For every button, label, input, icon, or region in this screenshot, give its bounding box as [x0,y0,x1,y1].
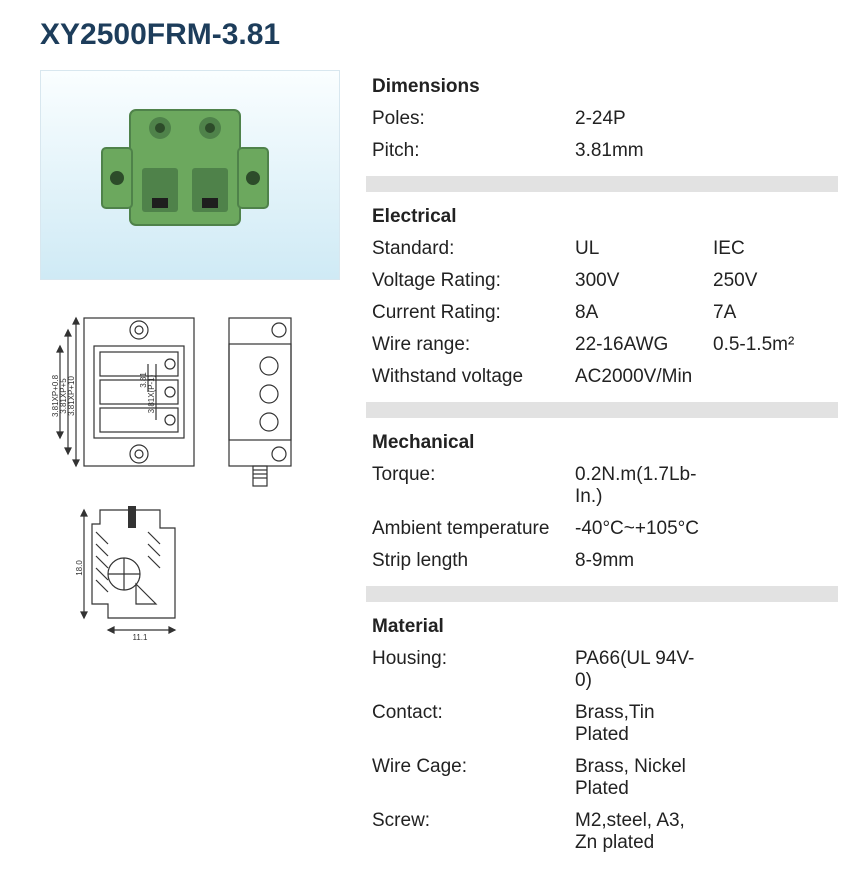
spec-label: Voltage Rating: [366,266,567,296]
technical-drawings: 3.81XP+10 3.81XP+5 3.81XP+0.8 3.81 3.81X… [40,300,340,660]
spec-value-2: 0.5-1.5m² [707,330,838,360]
spec-label: Housing: [366,644,567,696]
spec-table: DimensionsPoles:2-24PPitch:3.81mm Electri… [364,70,840,860]
spec-value-1: 22-16AWG [569,330,705,360]
spec-value-1: 0.2N.m(1.7Lb-In.) [569,460,705,512]
spec-value-2 [707,806,838,858]
spec-row: Wire Cage:Brass, Nickel Plated [366,752,838,804]
spec-value-2 [707,644,838,696]
spec-value-2: 250V [707,266,838,296]
spec-value-1: 3.81mm [569,136,705,166]
content-area: 3.81XP+10 3.81XP+5 3.81XP+0.8 3.81 3.81X… [40,70,840,860]
svg-text:3.81XP+5: 3.81XP+5 [59,378,68,414]
svg-text:3.81XP+0.8: 3.81XP+0.8 [51,374,60,417]
spec-value-1: -40°C~+105°C [569,514,705,544]
spec-value-1: M2,steel, A3, Zn plated [569,806,705,858]
spec-value-1: UL [569,234,705,264]
spec-value-2 [707,546,838,576]
spec-value-2 [707,136,838,166]
spec-label: Standard: [366,234,567,264]
spec-value-2 [707,514,838,544]
spec-row: Ambient temperature-40°C~+105°C [366,514,838,544]
spec-label: Ambient temperature [366,514,567,544]
left-column: 3.81XP+10 3.81XP+5 3.81XP+0.8 3.81 3.81X… [40,70,340,860]
spec-value-2 [707,698,838,750]
spec-value-1: Brass, Nickel Plated [569,752,705,804]
spec-row: Torque:0.2N.m(1.7Lb-In.) [366,460,838,512]
spec-value-2 [707,362,838,392]
section-heading: Electrical [366,202,838,232]
spec-row: Contact:Brass,Tin Plated [366,698,838,750]
svg-text:3.81XP+10: 3.81XP+10 [67,376,76,416]
spec-label: Strip length [366,546,567,576]
section-divider [366,578,838,610]
svg-text:3.81X(P-1): 3.81X(P-1) [147,374,156,413]
spec-row: Poles:2-24P [366,104,838,134]
section-heading-text: Dimensions [366,72,838,102]
spec-row: Screw:M2,steel, A3, Zn plated [366,806,838,858]
spec-row: Pitch:3.81mm [366,136,838,166]
spec-value-1: Brass,Tin Plated [569,698,705,750]
spec-value-2 [707,752,838,804]
product-photo [40,70,340,280]
spec-row: Standard:ULIEC [366,234,838,264]
section-heading: Mechanical [366,428,838,458]
section-divider [366,394,838,426]
section-divider [366,168,838,200]
section-heading-text: Material [366,612,838,642]
spec-label: Pitch: [366,136,567,166]
spec-value-1: 300V [569,266,705,296]
spec-value-1: AC2000V/Min [569,362,705,392]
section-heading-text: Mechanical [366,428,838,458]
spec-value-1: PA66(UL 94V-0) [569,644,705,696]
spec-label: Contact: [366,698,567,750]
section-heading: Dimensions [366,72,838,102]
spec-value-2 [707,460,838,512]
spec-label: Withstand voltage [366,362,567,392]
spec-label: Wire Cage: [366,752,567,804]
spec-label: Wire range: [366,330,567,360]
spec-row: Strip length8-9mm [366,546,838,576]
spec-row: Wire range:22-16AWG0.5-1.5m² [366,330,838,360]
spec-row: Housing:PA66(UL 94V-0) [366,644,838,696]
spec-value-2: 7A [707,298,838,328]
section-heading: Material [366,612,838,642]
spec-row: Current Rating:8A7A [366,298,838,328]
spec-value-1: 8A [569,298,705,328]
spec-value-2 [707,104,838,134]
spec-label: Poles: [366,104,567,134]
spec-label: Torque: [366,460,567,512]
spec-value-1: 2-24P [569,104,705,134]
svg-text:11.1: 11.1 [133,633,149,642]
spec-column: DimensionsPoles:2-24PPitch:3.81mm Electri… [364,70,840,860]
spec-value-2: IEC [707,234,838,264]
spec-row: Voltage Rating:300V250V [366,266,838,296]
spec-row: Withstand voltageAC2000V/Min [366,362,838,392]
spec-value-1: 8-9mm [569,546,705,576]
spec-label: Current Rating: [366,298,567,328]
svg-text:18.0: 18.0 [75,560,84,576]
spec-label: Screw: [366,806,567,858]
page-title: XY2500FRM-3.81 [40,18,840,52]
section-heading-text: Electrical [366,202,838,232]
